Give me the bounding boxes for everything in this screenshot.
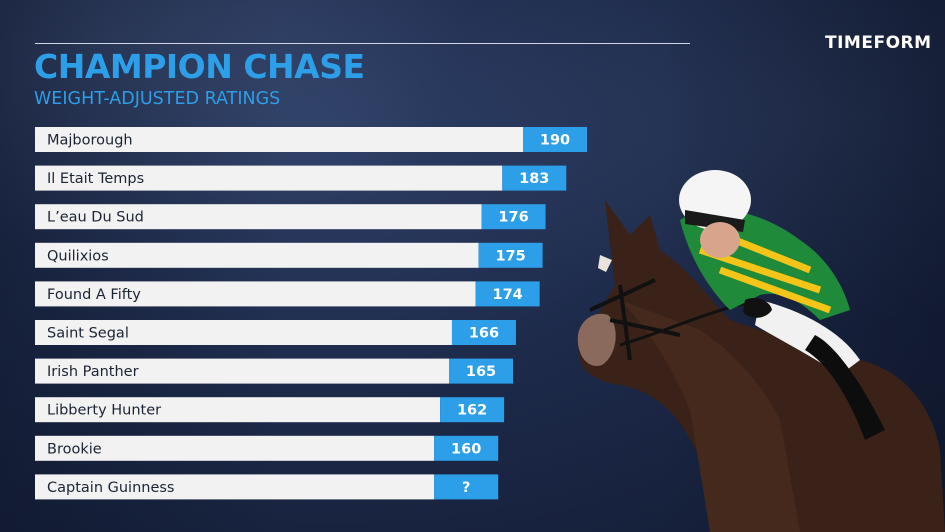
bar-fill <box>35 242 479 268</box>
bar-fill <box>35 165 503 191</box>
value-box <box>449 358 513 384</box>
category-label: Il Etait Temps <box>47 171 144 187</box>
bar-fill <box>35 358 449 384</box>
bar-fill <box>35 435 435 461</box>
value-label: 183 <box>519 171 549 187</box>
bar-fill <box>35 127 523 152</box>
category-label: Quilixios <box>47 248 109 264</box>
value-label: 175 <box>495 248 525 264</box>
value-box <box>523 127 587 152</box>
bar-row: Found A Fifty 174 <box>35 281 540 307</box>
bar-fill <box>35 474 435 500</box>
value-box <box>434 435 499 461</box>
bar-fill <box>35 320 452 345</box>
reins <box>619 298 761 347</box>
value-label: 165 <box>466 364 496 380</box>
horse-muzzle <box>577 313 616 366</box>
category-label: Captain Guinness <box>47 480 174 496</box>
chart-title: CHAMPION CHASE <box>34 47 365 86</box>
category-label: Saint Segal <box>47 326 129 342</box>
horse-shading <box>620 300 800 532</box>
bridle <box>589 278 681 361</box>
value-label: 190 <box>540 133 570 149</box>
value-label: 162 <box>457 403 487 419</box>
value-box <box>475 281 540 307</box>
chart-subtitle: WEIGHT-ADJUSTED RATINGS <box>34 89 281 109</box>
jockey-face <box>700 222 740 258</box>
value-label: 174 <box>492 287 522 303</box>
timeform-logo: TIMEFORM <box>825 33 932 53</box>
bar-row: L’eau Du Sud 176 <box>35 204 546 230</box>
horse-jockey-photo <box>577 170 945 532</box>
bar-row: Irish Panther 165 <box>35 358 513 384</box>
value-label: ? <box>462 480 470 496</box>
value-box <box>451 320 516 345</box>
jockey-glove <box>743 298 772 318</box>
horse-blaze <box>598 255 612 272</box>
bar-fill <box>35 397 441 423</box>
bar-row: Il Etait Temps 183 <box>35 165 567 191</box>
bar-row: Majborough 190 <box>35 127 587 152</box>
value-box <box>434 474 499 500</box>
value-box <box>481 204 546 230</box>
bar-row: Saint Segal 166 <box>35 320 516 345</box>
value-label: 166 <box>469 326 499 342</box>
horse-body <box>578 200 945 532</box>
bar-row: Captain Guinness? <box>35 474 499 500</box>
category-label: Found A Fifty <box>47 287 141 303</box>
bar-fill <box>35 204 482 230</box>
value-box <box>440 397 505 423</box>
bar-row: Quilixios 175 <box>35 242 543 268</box>
bar-row: Libberty Hunter 162 <box>35 397 505 423</box>
bar-row: Brookie 160 <box>35 435 499 461</box>
category-label: L’eau Du Sud <box>47 210 144 226</box>
category-label: Libberty Hunter <box>47 403 161 419</box>
bar-fill <box>35 281 476 307</box>
value-label: 176 <box>498 210 528 226</box>
value-label: 160 <box>451 441 481 457</box>
category-label: Brookie <box>47 441 102 457</box>
value-box <box>502 165 567 191</box>
top-divider <box>35 43 690 44</box>
jockey-boot <box>805 335 885 440</box>
value-box <box>478 242 543 268</box>
category-label: Majborough <box>47 133 133 149</box>
category-label: Irish Panther <box>47 364 139 380</box>
